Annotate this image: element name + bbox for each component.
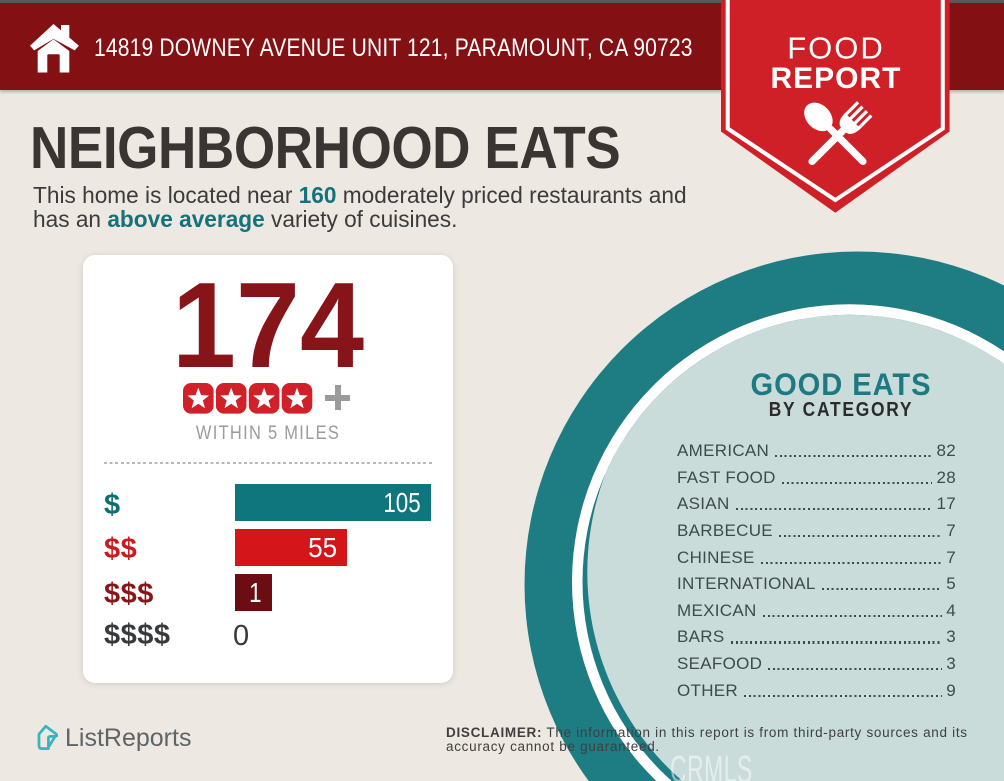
svg-text:REPORT: REPORT (770, 62, 901, 95)
svg-text:FOOD: FOOD (787, 31, 885, 66)
